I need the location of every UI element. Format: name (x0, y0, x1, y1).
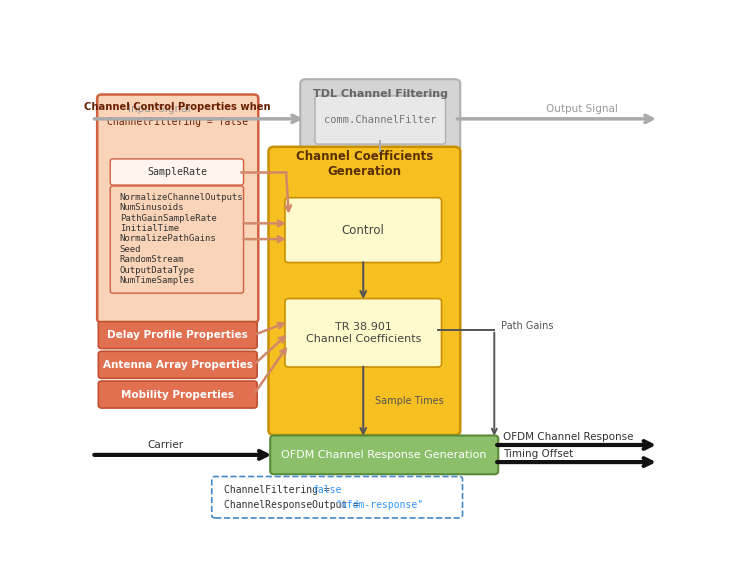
Text: Channel Coefficients
Generation: Channel Coefficients Generation (296, 150, 433, 178)
Text: comm.ChannelFilter: comm.ChannelFilter (324, 115, 436, 125)
FancyBboxPatch shape (98, 351, 257, 378)
Text: Antenna Array Properties: Antenna Array Properties (102, 360, 253, 370)
FancyBboxPatch shape (111, 159, 244, 185)
Text: Path Gains: Path Gains (501, 321, 553, 331)
Text: false: false (312, 484, 341, 494)
Text: Channel Control Properties when: Channel Control Properties when (84, 102, 271, 112)
Text: Carrier: Carrier (147, 440, 183, 450)
Text: Sample Times: Sample Times (375, 396, 444, 406)
Text: NormalizeChannelOutputs
NumSinusoids
PathGainSampleRate
InitialTime
NormalizePat: NormalizeChannelOutputs NumSinusoids Pat… (120, 192, 244, 285)
Text: OFDM Channel Response Generation: OFDM Channel Response Generation (282, 450, 487, 460)
FancyBboxPatch shape (98, 381, 257, 408)
FancyBboxPatch shape (212, 477, 463, 518)
Text: "ofdm-response": "ofdm-response" (335, 500, 424, 510)
FancyBboxPatch shape (97, 95, 258, 322)
Text: ChannelFiltering =: ChannelFiltering = (224, 484, 335, 494)
Text: Input Signal: Input Signal (128, 104, 191, 114)
Text: Control: Control (342, 223, 385, 236)
Text: Timing Offset: Timing Offset (503, 449, 573, 459)
Text: OFDM Channel Response: OFDM Channel Response (503, 432, 633, 442)
Text: Mobility Properties: Mobility Properties (122, 390, 234, 400)
FancyBboxPatch shape (315, 96, 446, 144)
FancyBboxPatch shape (285, 298, 441, 367)
FancyBboxPatch shape (270, 435, 498, 474)
Text: SampleRate: SampleRate (147, 167, 207, 177)
FancyBboxPatch shape (285, 198, 441, 263)
FancyBboxPatch shape (269, 147, 460, 435)
FancyBboxPatch shape (111, 186, 244, 293)
Text: Delay Profile Properties: Delay Profile Properties (108, 330, 248, 340)
FancyBboxPatch shape (300, 79, 460, 152)
Text: ChannelFiltering = false: ChannelFiltering = false (107, 116, 248, 126)
Text: Output Signal: Output Signal (546, 104, 618, 114)
Text: ChannelResponseOutput =: ChannelResponseOutput = (224, 500, 365, 510)
Text: TDL Channel Filtering: TDL Channel Filtering (313, 88, 448, 99)
Text: TR 38.901
Channel Coefficients: TR 38.901 Channel Coefficients (305, 322, 421, 343)
FancyBboxPatch shape (98, 322, 257, 349)
